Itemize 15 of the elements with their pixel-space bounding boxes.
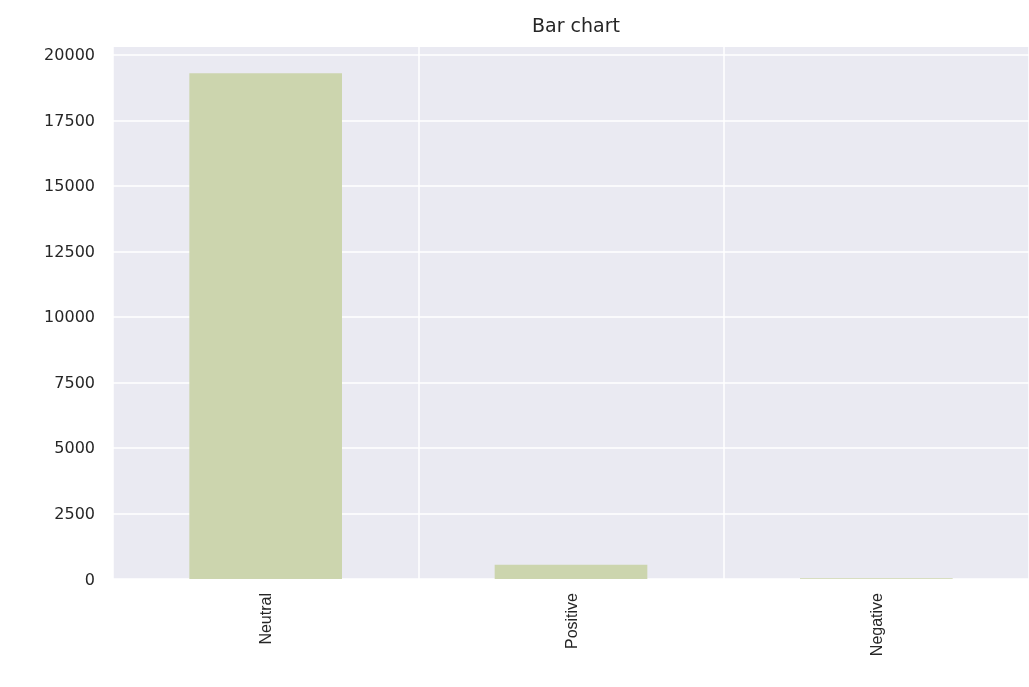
y-tick-label: 15000: [44, 176, 95, 196]
bar: [494, 564, 648, 579]
y-tick-label: 5000: [54, 438, 95, 458]
y-tick-label: 12500: [44, 241, 95, 261]
x-tick-label: Negative: [867, 592, 885, 657]
x-tick-label: Neutral: [257, 593, 275, 645]
chart-title: Bar chart: [532, 13, 620, 36]
y-tick-label: 0: [84, 569, 95, 589]
y-tick-label: 10000: [44, 307, 95, 327]
x-tick-label: Positive: [562, 592, 580, 650]
y-tick-label: 2500: [54, 503, 95, 523]
y-tick-label: 17500: [44, 110, 95, 130]
y-tick-label: 7500: [54, 372, 95, 392]
bar: [189, 73, 342, 579]
y-tick-label: 20000: [44, 45, 95, 65]
